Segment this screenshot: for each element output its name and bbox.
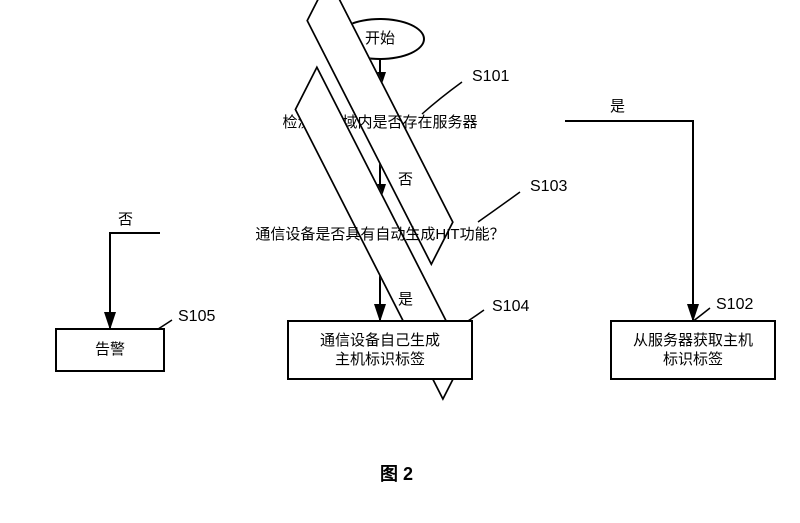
edge-label-yes-1: 是 (610, 95, 625, 116)
process-self-generate: 通信设备自己生成 主机标识标签 (287, 320, 473, 380)
server-label: 从服务器获取主机 标识标签 (633, 331, 753, 370)
selfgen-label: 通信设备自己生成 主机标识标签 (320, 331, 440, 370)
figure-caption: 图 2 (380, 460, 413, 486)
step-label-s104: S104 (492, 298, 529, 316)
decision-auto-hit: 通信设备是否具有自动生成HIT功能？ (160, 200, 600, 266)
step-label-s101: S101 (472, 68, 509, 86)
step-label-s102: S102 (716, 296, 753, 314)
step-label-s105: S105 (178, 308, 215, 326)
edge-label-no-2: 否 (118, 208, 133, 229)
decision-1-text: 检测管理域内是否存在服务器 (195, 88, 565, 154)
flowchart-canvas: 开始 检测管理域内是否存在服务器 通信设备是否具有自动生成HIT功能？ 告警 通… (0, 0, 800, 523)
alarm-label: 告警 (95, 340, 125, 360)
edge-label-yes-2: 是 (398, 288, 413, 309)
start-label: 开始 (365, 29, 395, 49)
decision-server-exists: 检测管理域内是否存在服务器 (195, 88, 565, 154)
process-alarm: 告警 (55, 328, 165, 372)
decision-2-text: 通信设备是否具有自动生成HIT功能？ (160, 200, 600, 266)
process-from-server: 从服务器获取主机 标识标签 (610, 320, 776, 380)
edge-label-no-1: 否 (398, 168, 413, 189)
step-label-s103: S103 (530, 178, 567, 196)
